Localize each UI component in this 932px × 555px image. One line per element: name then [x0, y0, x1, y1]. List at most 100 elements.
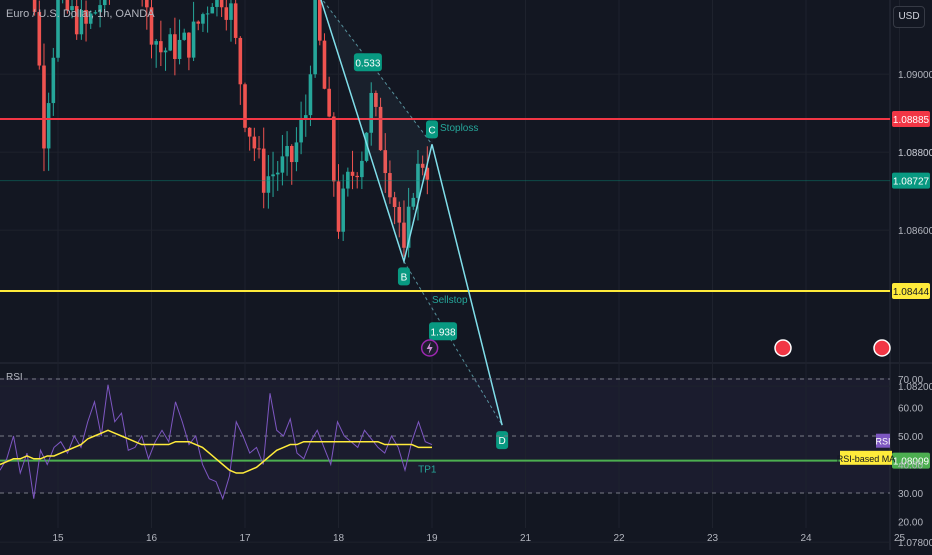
candle-body — [233, 3, 238, 38]
pattern-point-label: B — [401, 272, 408, 283]
y-tick-label: 1.09000 — [898, 70, 932, 81]
pattern-fill — [321, 0, 432, 262]
y-tick-label: 1.08800 — [898, 148, 932, 159]
candle-body — [402, 222, 406, 248]
candle-body — [37, 11, 42, 66]
x-tick-label: 15 — [52, 533, 64, 544]
candle-body — [374, 92, 378, 107]
lightning-icon — [426, 342, 433, 354]
price-level-tag-stoploss — [892, 111, 930, 127]
pattern-point-b[interactable] — [397, 267, 410, 286]
candle-body — [238, 37, 243, 85]
candle-body — [74, 6, 79, 35]
candle-body — [149, 7, 154, 45]
candle-body — [308, 74, 313, 116]
candle-body — [215, 0, 219, 7]
pattern-point-c[interactable] — [426, 120, 438, 139]
candle-body — [341, 188, 345, 232]
rsi-current-tag — [876, 433, 890, 448]
rsi-ma-current-label: RSI-based MA — [837, 454, 896, 464]
candle-body — [159, 41, 163, 53]
candle-body — [93, 12, 98, 14]
candle-body — [219, 0, 224, 8]
pattern-legs[interactable] — [320, 0, 503, 426]
candle-body — [102, 0, 107, 6]
pattern-ratio-tag — [353, 53, 382, 72]
candle-body — [280, 156, 285, 173]
candle-body — [425, 167, 430, 180]
candle-body — [285, 146, 289, 157]
candle-body — [182, 32, 187, 40]
candle-body — [46, 103, 51, 149]
rsi-tick-label: 20.00 — [898, 518, 923, 529]
candle-body — [360, 160, 364, 178]
candle-body — [98, 5, 102, 13]
candle-body — [145, 0, 149, 8]
candle-body — [154, 41, 158, 45]
candle-body — [271, 174, 275, 177]
pattern-ratio-line — [403, 261, 503, 426]
candle-body — [56, 0, 60, 58]
rsi-tick-label: 60.00 — [898, 404, 923, 415]
candle-body — [378, 106, 383, 151]
x-tick-label: 19 — [426, 533, 438, 544]
rsi-current-label: RSI — [875, 437, 890, 447]
symbol-title: Euro / U.S. Dollar, 1h, OANDA — [6, 8, 155, 20]
candle-body — [177, 39, 182, 59]
rsi-tick-label: 70.00 — [898, 375, 923, 386]
candle-body — [168, 34, 172, 51]
candle-body — [322, 40, 327, 89]
candle-body — [84, 9, 88, 24]
candle-body — [65, 0, 70, 11]
x-tick-label: 21 — [520, 533, 532, 544]
candle-body — [289, 146, 294, 163]
x-tick-label: 24 — [800, 533, 812, 544]
pattern-point-label: C — [428, 125, 435, 136]
price-level-value-current: 1.08727 — [893, 177, 930, 188]
candle-body — [313, 0, 317, 75]
currency-button[interactable]: USD — [893, 6, 925, 28]
candle-body — [247, 127, 252, 137]
pattern-point-label: D — [499, 436, 506, 447]
candle-body — [224, 7, 229, 20]
candle-body — [88, 13, 93, 24]
flag-event-icon[interactable] — [873, 339, 891, 357]
rsi-tick-label: 30.00 — [898, 489, 923, 500]
stoploss-label: Stoploss — [440, 123, 478, 134]
candle-body — [364, 132, 369, 161]
candle-body — [79, 9, 84, 35]
candle-body — [294, 142, 299, 163]
candle-body — [196, 21, 201, 24]
candle-body — [163, 50, 168, 53]
candle-body — [416, 163, 420, 198]
candle-body — [32, 0, 37, 12]
x-tick-label: 17 — [239, 533, 251, 544]
candle-body — [327, 88, 331, 117]
price-level-value-stoploss: 1.08885 — [893, 115, 930, 126]
candle-body — [355, 175, 359, 178]
candle-body — [257, 148, 261, 150]
candle-body — [383, 150, 388, 174]
flag-event-icon[interactable] — [774, 339, 792, 357]
candle-body — [388, 173, 392, 198]
y-tick-label: 1.08600 — [898, 226, 932, 237]
price-level-tag-tp1 — [892, 452, 930, 469]
x-tick-label: 22 — [613, 533, 625, 544]
candle-body — [411, 197, 416, 207]
candle-body — [299, 119, 303, 143]
candle-body — [205, 13, 210, 15]
candle-body — [420, 163, 425, 168]
candle-body — [303, 115, 308, 120]
rsi-ma-line[interactable] — [0, 429, 432, 474]
candle-body — [350, 171, 355, 176]
y-tick-label: 1.07800 — [898, 538, 932, 549]
candle-body — [70, 6, 74, 11]
rsi-ma-current-tag — [840, 450, 892, 465]
candle-body — [392, 197, 397, 207]
candle-body — [210, 6, 215, 14]
candle-body — [187, 32, 191, 58]
y-tick-label: 1.08200 — [898, 382, 932, 393]
candle-body — [346, 171, 350, 189]
